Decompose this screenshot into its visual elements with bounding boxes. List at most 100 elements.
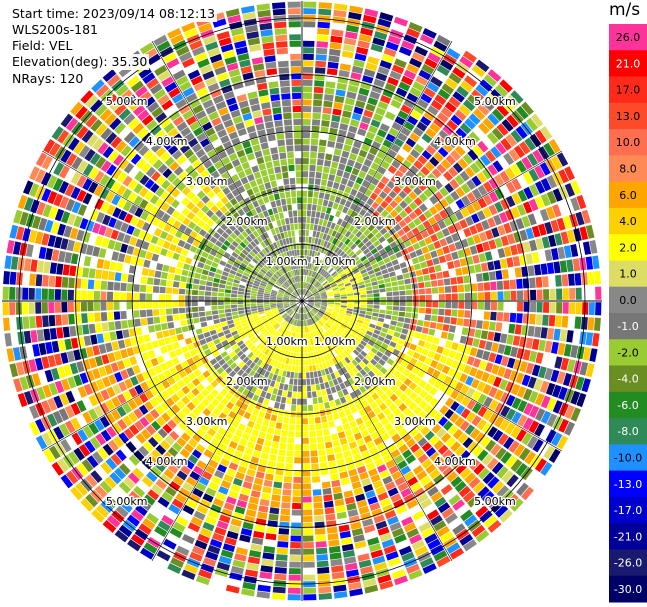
range-gate — [303, 66, 314, 73]
range-gate — [457, 249, 465, 259]
range-gate — [466, 337, 474, 346]
range-gate — [335, 505, 346, 513]
range-gate — [143, 259, 151, 268]
range-gate — [326, 321, 332, 327]
range-gate — [267, 208, 274, 216]
range-gate — [352, 197, 360, 205]
range-gate — [140, 42, 155, 55]
range-gate — [390, 384, 399, 393]
range-gate — [418, 213, 427, 223]
range-gate — [244, 256, 252, 263]
range-gate — [424, 236, 433, 245]
range-gate — [310, 443, 317, 451]
range-gate — [253, 214, 261, 222]
range-gate — [398, 164, 408, 174]
range-gate — [321, 317, 327, 323]
range-gate — [246, 125, 256, 134]
range-gate — [192, 284, 199, 290]
range-gate — [288, 331, 292, 338]
range-gate — [546, 413, 558, 427]
ray — [306, 305, 513, 523]
range-gate — [140, 162, 152, 174]
range-gate — [58, 180, 69, 194]
range-gate — [268, 252, 274, 259]
range-gate — [315, 364, 321, 371]
range-gate — [286, 265, 291, 272]
range-gate — [134, 420, 145, 432]
range-gate — [359, 122, 369, 131]
ray — [302, 1, 317, 295]
range-gate — [210, 504, 222, 514]
range-gate — [371, 228, 379, 236]
range-gate — [434, 134, 445, 146]
range-gate — [325, 339, 330, 346]
range-gate — [550, 369, 560, 383]
range-gate — [494, 237, 503, 248]
range-gate — [270, 294, 277, 297]
range-gate — [314, 295, 321, 298]
range-gate — [220, 351, 228, 358]
range-gate — [230, 297, 237, 301]
range-gate — [438, 461, 450, 473]
range-gate — [440, 106, 453, 118]
range-gate — [371, 333, 379, 339]
range-gate — [483, 409, 493, 421]
range-gate — [315, 171, 322, 179]
range-gate — [343, 450, 352, 458]
range-gate — [29, 166, 40, 181]
range-gate — [159, 286, 166, 294]
range-gate — [308, 325, 312, 332]
range-gate — [458, 293, 465, 301]
range-gate — [205, 384, 214, 393]
range-gate — [394, 398, 403, 407]
range-gate — [220, 397, 229, 406]
range-gate — [302, 197, 307, 204]
range-gate — [390, 418, 400, 427]
range-gate — [313, 323, 318, 330]
range-gate — [73, 349, 82, 361]
range-gate — [493, 376, 502, 388]
range-gate — [362, 237, 370, 244]
range-gate — [267, 386, 274, 394]
range-gate — [474, 158, 486, 170]
range-gate — [157, 520, 171, 532]
range-gate — [459, 420, 470, 432]
ray — [51, 126, 292, 294]
range-gate — [169, 226, 178, 236]
range-gate — [505, 408, 516, 421]
range-gate — [73, 447, 85, 461]
range-gate — [323, 332, 329, 339]
range-gate — [176, 389, 185, 399]
range-gate — [126, 292, 133, 301]
range-gate — [354, 271, 361, 277]
range-gate — [47, 190, 58, 205]
range-gate — [302, 105, 312, 113]
range-gate — [319, 409, 326, 417]
range-gate — [313, 330, 318, 337]
range-gate — [231, 266, 238, 272]
range-gate — [250, 354, 257, 362]
ray — [195, 16, 300, 295]
range-gate — [302, 138, 310, 145]
range-gate — [328, 236, 334, 243]
range-gate — [315, 322, 320, 329]
range-gate — [361, 272, 369, 278]
range-gate — [307, 293, 313, 298]
range-gate — [214, 145, 225, 154]
range-gate — [341, 298, 348, 301]
range-gate — [314, 357, 319, 365]
range-gate — [352, 349, 360, 356]
range-gate — [260, 390, 267, 398]
range-gate — [218, 486, 229, 495]
range-gate — [191, 143, 202, 153]
range-gate — [231, 158, 241, 168]
range-gate — [171, 458, 183, 469]
range-gate — [437, 112, 449, 123]
range-gate — [439, 198, 449, 208]
range-gate — [216, 520, 229, 530]
range-gate — [210, 389, 219, 398]
ray — [256, 307, 302, 599]
range-gate — [15, 226, 25, 241]
range-gate — [363, 275, 370, 281]
range-gate — [329, 336, 335, 343]
